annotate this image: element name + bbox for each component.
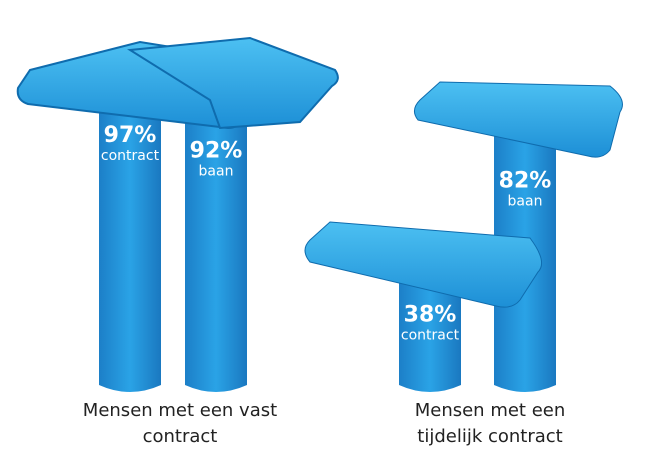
platform — [126, 36, 339, 130]
pillar — [185, 105, 247, 392]
platform — [414, 81, 623, 158]
series-label: contract — [101, 148, 160, 164]
pillar — [399, 269, 461, 392]
value-label: 38% — [404, 302, 457, 327]
platform — [304, 221, 543, 308]
series-label: baan — [199, 163, 234, 179]
category-label: Mensen met een tijdelijk contract — [414, 400, 566, 447]
pillar — [99, 90, 161, 393]
value-label: 82% — [499, 169, 552, 194]
series-label: baan — [508, 194, 543, 210]
value-label: 92% — [190, 138, 243, 163]
series-label: contract — [401, 327, 460, 343]
value-label: 97% — [104, 123, 157, 148]
platforms — [16, 36, 623, 308]
category-label: Mensen met een vast contract — [82, 400, 278, 447]
